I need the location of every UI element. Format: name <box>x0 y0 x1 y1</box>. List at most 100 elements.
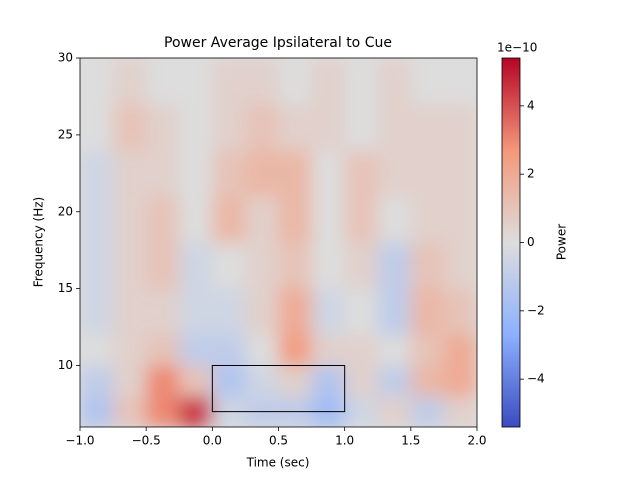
heatmap-cell <box>443 334 477 366</box>
colorbar-tick-label: −2 <box>527 303 545 317</box>
heatmap-cell <box>80 334 114 366</box>
heatmap-cell <box>179 396 213 427</box>
colorbar-tick-label: 2 <box>527 167 535 181</box>
heatmap-cell <box>146 334 180 366</box>
heatmap-cell <box>311 150 346 197</box>
heatmap-cell <box>344 288 379 336</box>
heatmap-cell <box>212 196 246 243</box>
heatmap-cell <box>113 288 147 336</box>
heatmap-cell <box>278 58 313 105</box>
heatmap-cell <box>410 58 445 105</box>
heatmap-cell <box>113 396 147 427</box>
heatmap-cell <box>80 365 114 397</box>
heatmap-cell <box>377 334 412 366</box>
heatmap-cell <box>278 150 313 197</box>
heatmap-cell <box>377 396 412 427</box>
heatmap-cell <box>146 396 180 427</box>
x-tick-label: 1.0 <box>335 434 354 448</box>
heatmap <box>80 58 477 427</box>
heatmap-cell <box>443 196 477 243</box>
heatmap-cell <box>443 396 477 427</box>
heatmap-cell <box>410 242 445 290</box>
heatmap-cell <box>113 150 147 197</box>
heatmap-cell <box>410 104 445 151</box>
x-tick-label: 0.5 <box>269 434 288 448</box>
heatmap-cell <box>278 196 313 243</box>
heatmap-cell <box>80 196 114 243</box>
heatmap-cell <box>344 334 379 366</box>
x-tick-label: 0.0 <box>203 434 222 448</box>
heatmap-cell <box>410 334 445 366</box>
heatmap-cell <box>377 365 412 397</box>
heatmap-cell <box>410 150 445 197</box>
heatmap-cell <box>443 288 477 336</box>
heatmap-cell <box>278 288 313 336</box>
heatmap-cell <box>410 288 445 336</box>
heatmap-cell <box>344 150 379 197</box>
colorbar-offset: 1e−10 <box>497 41 537 55</box>
heatmap-cell <box>410 396 445 427</box>
heatmap-cell <box>146 150 180 197</box>
heatmap-cell <box>146 104 180 151</box>
chart-title: Power Average Ipsilateral to Cue <box>164 35 392 51</box>
heatmap-cell <box>113 334 147 366</box>
heatmap-cell <box>443 150 477 197</box>
heatmap-cell <box>245 242 279 290</box>
heatmap-cell <box>212 288 246 336</box>
heatmap-cell <box>146 288 180 336</box>
heatmap-cell <box>344 396 379 427</box>
heatmap-cell <box>146 365 180 397</box>
heatmap-cell <box>245 150 279 197</box>
y-tick-label: 10 <box>58 358 73 372</box>
y-tick-label: 30 <box>58 51 73 65</box>
heatmap-cell <box>377 196 412 243</box>
colorbar-tick-label: −4 <box>527 372 545 386</box>
heatmap-cell <box>311 334 346 366</box>
heatmap-cell <box>377 288 412 336</box>
heatmap-cell <box>443 58 477 105</box>
heatmap-cell <box>245 334 279 366</box>
heatmap-cell <box>245 58 279 105</box>
heatmap-cell <box>377 104 412 151</box>
heatmap-cell <box>179 196 213 243</box>
heatmap-cell <box>344 365 379 397</box>
heatmap-cell <box>443 365 477 397</box>
x-tick-label: −0.5 <box>132 434 161 448</box>
colorbar-tick-label: 0 <box>527 235 535 249</box>
x-axis-label: Time (sec) <box>246 456 310 470</box>
heatmap-cell <box>80 150 114 197</box>
heatmap-cell <box>113 58 147 105</box>
heatmap-cell <box>80 396 114 427</box>
heatmap-cell <box>179 150 213 197</box>
heatmap-cell <box>179 58 213 105</box>
heatmap-cell <box>113 196 147 243</box>
heatmap-cell <box>212 365 246 397</box>
colorbar-label: Power <box>555 224 569 260</box>
heatmap-cell <box>311 104 346 151</box>
heatmap-cell <box>245 365 279 397</box>
region-box <box>211 365 346 413</box>
heatmap-cell <box>278 104 313 151</box>
heatmap-cell <box>344 196 379 243</box>
heatmap-cell <box>410 196 445 243</box>
y-tick-label: 20 <box>58 204 73 218</box>
heatmap-cells <box>80 58 477 427</box>
heatmap-cell <box>212 104 246 151</box>
heatmap-cell <box>80 242 114 290</box>
heatmap-cell <box>80 58 114 105</box>
colorbar-tick-label: 4 <box>527 98 535 112</box>
heatmap-cell <box>344 104 379 151</box>
heatmap-cell <box>344 242 379 290</box>
heatmap-cell <box>212 334 246 366</box>
heatmap-cell <box>311 242 346 290</box>
heatmap-cell <box>179 334 213 366</box>
heatmap-cell <box>377 242 412 290</box>
x-tick-label: −1.0 <box>65 434 94 448</box>
heatmap-cell <box>179 104 213 151</box>
heatmap-cell <box>245 196 279 243</box>
x-tick-label: 2.0 <box>467 434 486 448</box>
heatmap-cell <box>311 58 346 105</box>
heatmap-cell <box>179 242 213 290</box>
heatmap-cell <box>377 150 412 197</box>
